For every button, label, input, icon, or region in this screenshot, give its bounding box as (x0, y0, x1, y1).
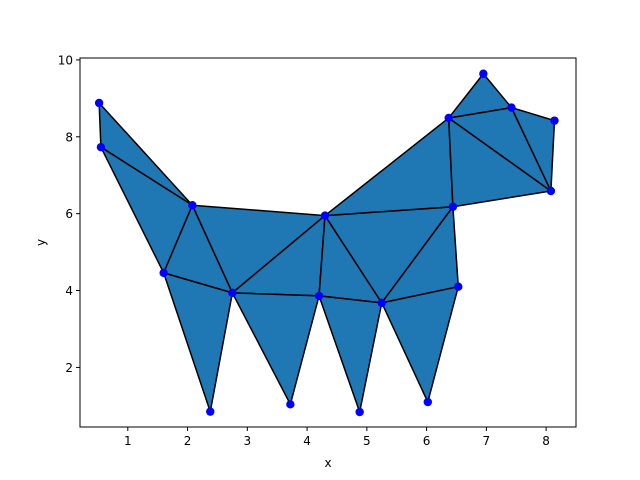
data-point-0 (94, 98, 104, 108)
x-tick-label: 5 (363, 434, 371, 448)
data-point-1 (96, 142, 106, 152)
plot-area (94, 69, 559, 417)
data-point-4 (206, 407, 215, 416)
data-point-5 (228, 288, 237, 298)
data-point-6 (286, 400, 295, 409)
triangle-15 (447, 73, 513, 119)
data-point-7 (320, 211, 330, 220)
y-tick-label: 8 (65, 130, 73, 144)
data-point-12 (454, 282, 463, 291)
triangle-11 (381, 285, 460, 403)
triangle-16 (510, 106, 556, 192)
data-point-13 (448, 202, 458, 211)
x-axis-ticks: 1 2 3 4 5 6 7 8 (124, 427, 550, 448)
y-tick-label: 10 (58, 53, 73, 67)
markers-layer (94, 69, 559, 417)
y-tick-label: 4 (65, 284, 73, 298)
data-point-3 (159, 268, 168, 278)
data-point-2 (188, 201, 197, 210)
x-axis-label: x (324, 456, 331, 470)
x-tick-label: 1 (124, 434, 132, 448)
x-tick-label: 2 (184, 434, 192, 448)
x-tick-label: 6 (423, 434, 431, 448)
y-axis-ticks: 2 4 6 8 10 (58, 53, 80, 375)
y-tick-label: 2 (65, 361, 73, 375)
triangle-8 (318, 295, 383, 413)
triangle-6 (231, 292, 320, 406)
triangle-3 (162, 272, 234, 413)
data-point-15 (479, 69, 488, 78)
data-point-10 (377, 298, 386, 308)
data-point-14 (444, 113, 453, 123)
data-point-17 (550, 116, 559, 125)
axes-frame (79, 57, 577, 428)
data-point-16 (507, 103, 516, 112)
triangles-layer (98, 73, 556, 413)
x-tick-label: 3 (244, 434, 252, 448)
y-tick-label: 6 (65, 207, 73, 221)
y-axis-label: y (34, 239, 48, 246)
triangle-12 (324, 117, 454, 217)
data-point-8 (314, 291, 324, 301)
data-point-9 (355, 407, 364, 417)
data-point-11 (423, 397, 432, 407)
x-tick-label: 7 (483, 434, 491, 448)
x-tick-label: 8 (542, 434, 550, 448)
x-tick-label: 4 (303, 434, 311, 448)
data-point-18 (546, 186, 556, 196)
